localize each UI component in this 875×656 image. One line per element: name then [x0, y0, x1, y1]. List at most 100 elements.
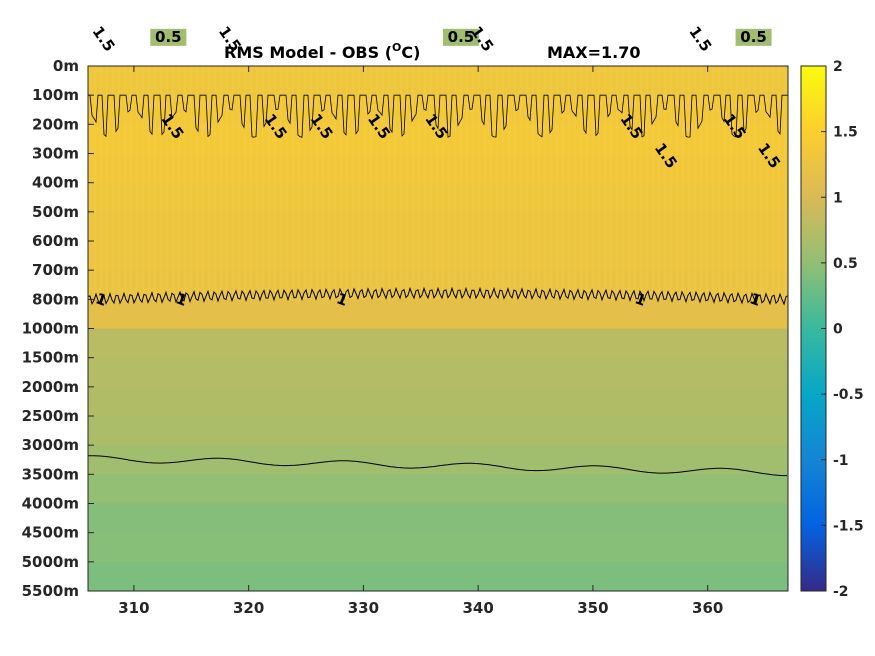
- y-tick-label: 600m: [32, 232, 79, 250]
- heatmap-band: [88, 561, 788, 591]
- y-tick-label: 1500m: [22, 349, 79, 367]
- heatmap-texture: [658, 66, 660, 299]
- y-tick-label: 100m: [32, 86, 79, 104]
- contour-label-bg: [442, 28, 479, 46]
- heatmap-texture: [544, 66, 546, 299]
- contour-label: 0.5: [155, 28, 182, 46]
- heatmap-texture: [328, 66, 330, 299]
- colorbar-tick-label: 2: [833, 59, 843, 75]
- heatmap-texture: [454, 66, 456, 299]
- x-tick-label: 340: [463, 599, 494, 617]
- heatmap-texture: [310, 66, 312, 299]
- heatmap-texture: [94, 66, 96, 299]
- y-tick-label: 400m: [32, 174, 79, 192]
- heatmap-texture: [442, 66, 444, 299]
- y-tick-label: 300m: [32, 145, 79, 163]
- heatmap-texture: [214, 66, 216, 299]
- heatmap-texture: [124, 66, 126, 299]
- heatmap-texture: [298, 66, 300, 299]
- heatmap-texture: [562, 66, 564, 299]
- heatmap-texture: [568, 66, 570, 299]
- contour-line-1: [88, 286, 788, 306]
- y-tick-label: 3000m: [22, 436, 79, 454]
- heatmap-texture: [550, 66, 552, 299]
- heatmap-texture: [178, 66, 180, 299]
- colorbar-tick-label: -2: [833, 584, 849, 600]
- heatmap-texture: [478, 66, 480, 299]
- heatmap-texture: [604, 66, 606, 299]
- y-tick-label: 700m: [32, 261, 79, 279]
- x-tick-label: 330: [348, 599, 379, 617]
- heatmap-texture: [694, 66, 696, 299]
- y-tick-label: 5000m: [22, 553, 79, 571]
- heatmap-texture: [202, 66, 204, 299]
- title-text: RMS Model - OBS (OC): [224, 41, 420, 62]
- heatmap-band: [88, 328, 788, 359]
- heatmap-texture: [664, 66, 666, 299]
- y-tick-label: 2000m: [22, 378, 79, 396]
- chart-title: RMS Model - OBS (OC) MAX=1.70: [224, 41, 641, 62]
- heatmap-texture: [592, 66, 594, 299]
- colorbar-tick-label: 1: [833, 190, 843, 206]
- heatmap-texture: [772, 66, 774, 299]
- colorbar-tick-label: -1: [833, 453, 849, 469]
- y-tick-label: 800m: [32, 290, 79, 308]
- contour-line-0.5: [88, 455, 787, 477]
- y-tick-label: 200m: [32, 115, 79, 133]
- y-tick-label: 4000m: [22, 495, 79, 513]
- heatmap-texture: [220, 66, 222, 299]
- contour-line-1.5: [88, 94, 788, 138]
- heatmap-texture: [412, 66, 414, 299]
- heatmap-texture: [706, 66, 708, 299]
- heatmap-texture: [304, 66, 306, 299]
- heatmap-texture: [652, 66, 654, 299]
- heatmap-texture: [556, 66, 558, 299]
- heatmap-band: [88, 532, 788, 563]
- heatmap-texture: [670, 66, 672, 299]
- heatmap-band: [88, 153, 788, 184]
- heatmap-texture: [682, 66, 684, 299]
- colorbar-tick-label: 1.5: [833, 125, 858, 141]
- x-tick-label: 320: [233, 599, 264, 617]
- heatmap-band: [88, 66, 788, 96]
- heatmap-texture: [352, 66, 354, 299]
- heatmap-texture: [436, 66, 438, 299]
- heatmap-band: [88, 386, 788, 417]
- heatmap-texture: [112, 66, 114, 299]
- max-label: MAX=1.70: [547, 43, 641, 62]
- x-axis: 310 320 330 340 350 360: [118, 66, 723, 617]
- contour-label: 0.5: [448, 28, 475, 46]
- heatmap-texture: [334, 66, 336, 299]
- heatmap-texture: [208, 66, 210, 299]
- heatmap-band: [88, 299, 788, 329]
- y-tick-label: 5500m: [22, 582, 79, 600]
- y-tick-label: 500m: [32, 203, 79, 221]
- heatmap-texture: [634, 66, 636, 299]
- heatmap: [88, 66, 788, 591]
- heatmap-band: [88, 182, 788, 213]
- y-axis: 0m 100m 200m 300m 400m 500m 600m 700m 800m 1000m 1…: [22, 57, 94, 600]
- colorbar-tick-label: -1.5: [833, 518, 864, 534]
- heatmap-texture: [190, 66, 192, 299]
- y-tick-label: 4500m: [22, 524, 79, 542]
- contour-lines: [88, 94, 788, 477]
- heatmap-texture: [268, 66, 270, 299]
- heatmap-band: [88, 95, 788, 125]
- y-tick-label: 0m: [53, 57, 79, 75]
- heatmap-texture: [406, 66, 408, 299]
- heatmap-texture: [646, 66, 648, 299]
- heatmap-band: [88, 270, 788, 300]
- heatmap-band: [88, 445, 788, 475]
- heatmap-texture: [340, 66, 342, 299]
- heatmap-texture: [574, 66, 576, 299]
- heatmap-texture: [418, 66, 420, 299]
- heatmap-texture: [700, 66, 702, 299]
- heatmap-band: [88, 211, 788, 242]
- heatmap-band: [88, 357, 788, 388]
- contour-label: 0.5: [740, 28, 767, 46]
- x-tick-label: 310: [118, 599, 149, 617]
- contour-label-bg: [735, 28, 772, 46]
- heatmap-texture: [394, 66, 396, 299]
- contour-label: 1.5: [89, 23, 119, 55]
